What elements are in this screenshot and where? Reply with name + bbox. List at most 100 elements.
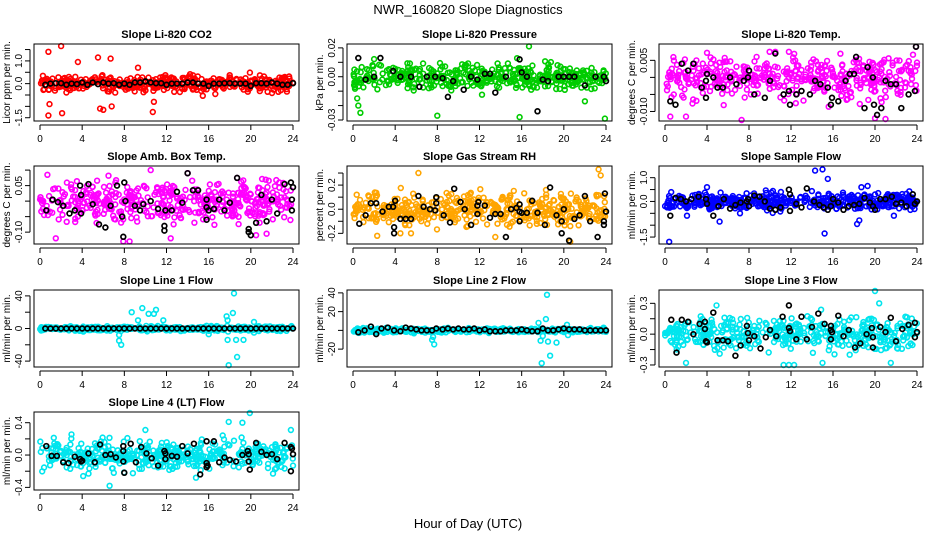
hourly-point <box>372 199 380 207</box>
outlier-point <box>682 113 690 120</box>
outlier-point <box>811 167 819 174</box>
data-point <box>826 343 833 350</box>
x-tick-label: 4 <box>704 380 710 391</box>
plot-frame <box>658 43 924 122</box>
outlier-point <box>355 102 362 109</box>
data-point <box>763 60 770 67</box>
data-point <box>63 179 71 186</box>
data-point <box>550 196 557 204</box>
outlier-point <box>539 332 546 340</box>
hourly-point <box>703 339 711 346</box>
plot-frame <box>346 165 613 245</box>
data-point <box>542 191 550 198</box>
data-point <box>736 210 744 217</box>
outlier-point <box>544 338 552 345</box>
x-tick-label: 20 <box>558 134 570 145</box>
data-point <box>874 76 882 84</box>
x-tick-label: 12 <box>161 380 173 391</box>
hourly-point <box>840 332 847 340</box>
data-point <box>384 78 392 85</box>
hourly-point <box>94 80 102 88</box>
hourly-series <box>43 169 297 241</box>
hourly-point <box>226 199 234 206</box>
hourly-point <box>553 212 560 219</box>
x-tick-label: 8 <box>746 257 752 268</box>
data-point <box>796 194 804 201</box>
x-tick-label: 20 <box>869 257 881 268</box>
x-tick-label: 8 <box>122 380 128 391</box>
data-point <box>793 62 801 70</box>
data-point <box>677 83 685 91</box>
hourly-point <box>815 310 822 317</box>
data-point <box>404 80 412 88</box>
data-point <box>792 99 799 107</box>
y-axis-label: Licor ppm per min. <box>2 41 13 124</box>
data-point <box>552 85 560 93</box>
x-tick-label: 4 <box>79 380 85 391</box>
data-point <box>572 198 579 205</box>
hourly-point <box>475 198 482 206</box>
y-tick-label: 40 <box>327 287 338 299</box>
outlier-point <box>858 184 865 191</box>
data-point <box>720 101 727 109</box>
data-point <box>890 332 898 339</box>
data-point <box>751 340 759 348</box>
data-point <box>787 70 795 77</box>
data-point <box>135 82 143 89</box>
hourly-point <box>732 352 739 359</box>
data-point <box>711 326 718 333</box>
data-point <box>896 76 904 84</box>
x-tick-label: 20 <box>869 134 881 145</box>
hourly-point <box>77 191 85 199</box>
data-point <box>102 189 110 196</box>
data-point <box>229 193 237 200</box>
data-point <box>141 183 148 190</box>
data-point <box>68 197 76 204</box>
data-point <box>527 69 535 76</box>
data-point <box>264 183 271 191</box>
hourly-point <box>810 198 818 205</box>
data-point <box>497 76 505 84</box>
data-point <box>258 175 266 183</box>
data-point <box>567 190 575 197</box>
data-point <box>675 71 682 79</box>
outlier-point <box>703 49 711 56</box>
data-point <box>408 67 415 75</box>
hourly-point <box>423 73 431 80</box>
hourly-point <box>205 82 212 90</box>
data-point <box>362 199 369 207</box>
hourly-point <box>869 74 877 81</box>
hourly-point <box>122 197 129 205</box>
data-point <box>232 211 239 219</box>
data-point <box>664 83 671 90</box>
data-point <box>376 78 383 86</box>
data-point <box>561 86 568 94</box>
data-point <box>807 315 814 322</box>
data-point <box>825 347 832 354</box>
data-point <box>45 457 53 464</box>
x-tick-label: 8 <box>746 380 752 391</box>
data-point <box>842 70 850 77</box>
data-point <box>723 326 730 333</box>
x-tick-label: 24 <box>911 134 923 145</box>
data-point <box>881 87 889 94</box>
x-tick-label: 24 <box>911 380 923 391</box>
hourly-point <box>120 233 127 241</box>
hourly-point <box>431 207 439 214</box>
data-point <box>483 221 491 228</box>
data-point <box>689 63 697 70</box>
data-point <box>753 65 760 72</box>
data-point <box>593 216 600 223</box>
data-point <box>256 219 263 226</box>
data-point <box>512 84 520 92</box>
data-point <box>774 72 782 80</box>
hourly-point <box>803 185 811 192</box>
hourly-point <box>43 207 50 214</box>
data-point <box>669 328 677 336</box>
data-point <box>168 191 175 199</box>
data-point <box>557 63 564 70</box>
data-point <box>575 222 582 229</box>
hourly-point <box>715 202 722 210</box>
y-tick-label: -1.5 <box>639 228 650 246</box>
data-point <box>194 193 201 200</box>
